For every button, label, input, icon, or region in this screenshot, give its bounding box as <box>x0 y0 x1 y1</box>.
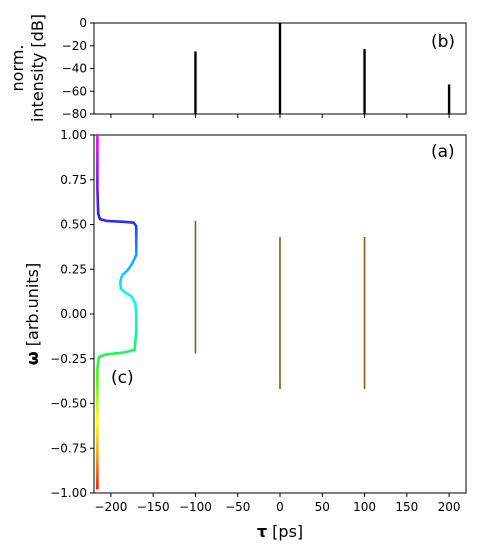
ylabel-symbol: ω <box>23 351 42 365</box>
panel-a-xtick-label: 0 <box>276 500 284 514</box>
panel-b-ytick-label: −40 <box>62 62 87 76</box>
panel-a-ytick-label: −0.75 <box>50 441 87 455</box>
panel-a-ytick-label: 0.75 <box>60 173 87 187</box>
panel-c-envelope <box>96 135 138 490</box>
panel-a-xtick-label: 50 <box>315 500 330 514</box>
panel-b-ytick-label: −80 <box>62 107 87 121</box>
panel-a-ytick-label: 0.50 <box>60 218 87 232</box>
panel-a-xtick-label: 150 <box>395 500 418 514</box>
panel-a-xtick-label: −200 <box>94 500 127 514</box>
ylabel-unit: [arb.units] <box>23 263 42 352</box>
panel-b-ylabel-line-2: intensity [dB] <box>28 14 47 122</box>
panel-b-ytick-label: −20 <box>62 39 87 53</box>
panel-a-ytick-label: −0.25 <box>50 352 87 366</box>
panel-b: 0 −20 −40 −60 −80 (b) norm. intensity [dB] <box>8 14 467 122</box>
panel-b-y-ticks: 0 −20 −40 −60 −80 <box>62 16 94 121</box>
panel-a-xlabel: τ [ps] <box>257 522 303 541</box>
panel-a-ylabel: ω [arb.units] <box>23 263 42 365</box>
panel-a-ytick-label: 0.00 <box>60 307 87 321</box>
panel-b-x-ticks <box>110 114 450 118</box>
panel-a-ytick-label: −0.50 <box>50 397 87 411</box>
panel-b-bars <box>194 23 451 114</box>
panel-c-tag: (c) <box>111 368 134 388</box>
panel-b-ytick-label: 0 <box>79 16 87 30</box>
panel-a-xtick-label: −150 <box>137 500 170 514</box>
panel-b-ytick-label: −60 <box>62 84 87 98</box>
panel-c-envelope-line <box>96 135 138 490</box>
panel-a-tag: (a) <box>431 142 455 162</box>
xlabel-symbol: τ <box>257 522 267 541</box>
panel-a: 1.00 0.75 0.50 0.25 0.00 −0.25 −0.50 −0.75 −1.00… <box>23 128 467 541</box>
xlabel-unit: [ps] <box>267 522 303 541</box>
panel-a-ytick-label: 0.25 <box>60 262 87 276</box>
panel-a-segments <box>194 220 366 390</box>
panel-a-ytick-label: 1.00 <box>60 128 87 142</box>
panel-a-ytick-label: −1.00 <box>50 486 87 500</box>
panel-a-xtick-label: 200 <box>438 500 461 514</box>
panel-a-xtick-label: −100 <box>179 500 212 514</box>
panel-b-ylabel-line-1: norm. <box>8 45 27 92</box>
panel-a-x-ticks: −200 −150 −100 −50 0 50 100 150 200 <box>94 493 461 514</box>
panel-a-xtick-label: 100 <box>353 500 376 514</box>
panel-b-tag: (b) <box>431 32 455 52</box>
panel-a-xtick-label: −50 <box>225 500 250 514</box>
panel-a-y-ticks: 1.00 0.75 0.50 0.25 0.00 −0.25 −0.50 −0.75 −1.00 <box>50 128 94 500</box>
